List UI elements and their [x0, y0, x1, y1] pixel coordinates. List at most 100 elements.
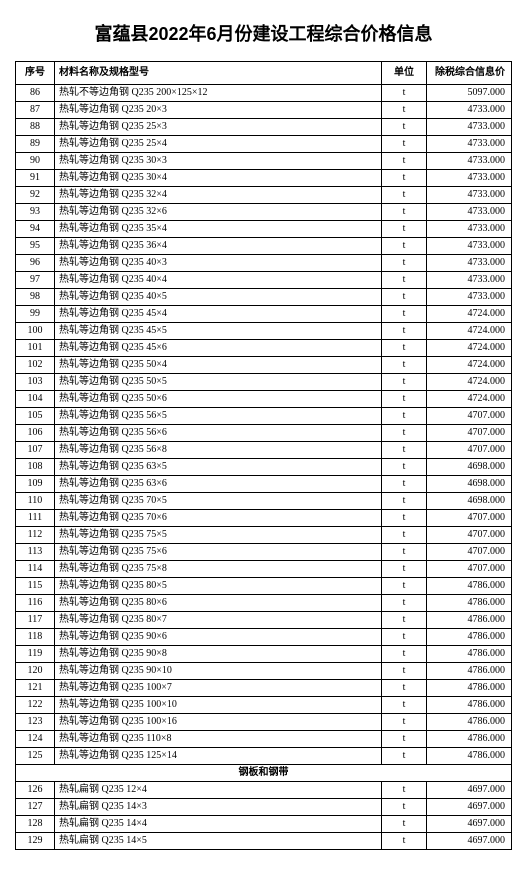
cell-price: 4724.000 [427, 306, 512, 323]
cell-seq: 93 [16, 204, 55, 221]
cell-name: 热轧扁钢 Q235 14×3 [55, 799, 382, 816]
table-row: 111热轧等边角钢 Q235 70×6t4707.000 [16, 510, 512, 527]
cell-seq: 113 [16, 544, 55, 561]
cell-unit: t [382, 646, 427, 663]
cell-price: 5097.000 [427, 85, 512, 102]
table-row: 93热轧等边角钢 Q235 32×6t4733.000 [16, 204, 512, 221]
cell-name: 热轧等边角钢 Q235 40×4 [55, 272, 382, 289]
cell-name: 热轧等边角钢 Q235 90×10 [55, 663, 382, 680]
cell-seq: 105 [16, 408, 55, 425]
table-row: 108热轧等边角钢 Q235 63×5t4698.000 [16, 459, 512, 476]
cell-unit: t [382, 289, 427, 306]
cell-seq: 87 [16, 102, 55, 119]
cell-unit: t [382, 595, 427, 612]
cell-price: 4733.000 [427, 255, 512, 272]
cell-seq: 119 [16, 646, 55, 663]
table-row: 126热轧扁钢 Q235 12×4t4697.000 [16, 782, 512, 799]
cell-name: 热轧等边角钢 Q235 63×5 [55, 459, 382, 476]
cell-seq: 127 [16, 799, 55, 816]
cell-unit: t [382, 612, 427, 629]
cell-seq: 120 [16, 663, 55, 680]
cell-price: 4698.000 [427, 476, 512, 493]
cell-unit: t [382, 255, 427, 272]
cell-name: 热轧扁钢 Q235 14×5 [55, 833, 382, 850]
table-row: 100热轧等边角钢 Q235 45×5t4724.000 [16, 323, 512, 340]
cell-name: 热轧等边角钢 Q235 70×5 [55, 493, 382, 510]
cell-name: 热轧不等边角钢 Q235 200×125×12 [55, 85, 382, 102]
cell-name: 热轧等边角钢 Q235 40×3 [55, 255, 382, 272]
cell-seq: 128 [16, 816, 55, 833]
cell-name: 热轧等边角钢 Q235 100×16 [55, 714, 382, 731]
cell-price: 4724.000 [427, 357, 512, 374]
cell-unit: t [382, 680, 427, 697]
table-row: 116热轧等边角钢 Q235 80×6t4786.000 [16, 595, 512, 612]
cell-price: 4786.000 [427, 731, 512, 748]
cell-unit: t [382, 782, 427, 799]
table-row: 105热轧等边角钢 Q235 56×5t4707.000 [16, 408, 512, 425]
cell-seq: 92 [16, 187, 55, 204]
cell-name: 热轧等边角钢 Q235 75×8 [55, 561, 382, 578]
cell-price: 4698.000 [427, 459, 512, 476]
cell-unit: t [382, 714, 427, 731]
table-row: 103热轧等边角钢 Q235 50×5t4724.000 [16, 374, 512, 391]
table-row: 98热轧等边角钢 Q235 40×5t4733.000 [16, 289, 512, 306]
cell-name: 热轧等边角钢 Q235 25×4 [55, 136, 382, 153]
cell-seq: 109 [16, 476, 55, 493]
section-row: 钢板和钢带 [16, 765, 512, 782]
cell-unit: t [382, 629, 427, 646]
cell-price: 4707.000 [427, 527, 512, 544]
table-row: 113热轧等边角钢 Q235 75×6t4707.000 [16, 544, 512, 561]
cell-unit: t [382, 697, 427, 714]
cell-name: 热轧等边角钢 Q235 20×3 [55, 102, 382, 119]
table-row: 128热轧扁钢 Q235 14×4t4697.000 [16, 816, 512, 833]
table-row: 95热轧等边角钢 Q235 36×4t4733.000 [16, 238, 512, 255]
cell-seq: 112 [16, 527, 55, 544]
cell-price: 4786.000 [427, 663, 512, 680]
cell-price: 4724.000 [427, 391, 512, 408]
cell-seq: 124 [16, 731, 55, 748]
cell-seq: 106 [16, 425, 55, 442]
table-row: 88热轧等边角钢 Q235 25×3t4733.000 [16, 119, 512, 136]
cell-name: 热轧等边角钢 Q235 100×7 [55, 680, 382, 697]
cell-price: 4707.000 [427, 425, 512, 442]
cell-price: 4786.000 [427, 714, 512, 731]
cell-name: 热轧等边角钢 Q235 80×6 [55, 595, 382, 612]
cell-unit: t [382, 731, 427, 748]
cell-name: 热轧扁钢 Q235 14×4 [55, 816, 382, 833]
cell-price: 4724.000 [427, 374, 512, 391]
cell-seq: 98 [16, 289, 55, 306]
cell-name: 热轧等边角钢 Q235 125×14 [55, 748, 382, 765]
cell-price: 4697.000 [427, 816, 512, 833]
cell-seq: 123 [16, 714, 55, 731]
table-row: 104热轧等边角钢 Q235 50×6t4724.000 [16, 391, 512, 408]
cell-unit: t [382, 391, 427, 408]
table-row: 129热轧扁钢 Q235 14×5t4697.000 [16, 833, 512, 850]
cell-seq: 96 [16, 255, 55, 272]
cell-seq: 99 [16, 306, 55, 323]
cell-price: 4786.000 [427, 646, 512, 663]
header-unit: 单位 [382, 62, 427, 85]
cell-name: 热轧等边角钢 Q235 90×6 [55, 629, 382, 646]
cell-seq: 122 [16, 697, 55, 714]
cell-seq: 126 [16, 782, 55, 799]
table-row: 96热轧等边角钢 Q235 40×3t4733.000 [16, 255, 512, 272]
cell-unit: t [382, 323, 427, 340]
cell-name: 热轧等边角钢 Q235 110×8 [55, 731, 382, 748]
cell-price: 4733.000 [427, 102, 512, 119]
cell-price: 4786.000 [427, 680, 512, 697]
cell-name: 热轧等边角钢 Q235 50×4 [55, 357, 382, 374]
cell-unit: t [382, 153, 427, 170]
cell-price: 4786.000 [427, 578, 512, 595]
table-row: 117热轧等边角钢 Q235 80×7t4786.000 [16, 612, 512, 629]
cell-seq: 110 [16, 493, 55, 510]
cell-unit: t [382, 816, 427, 833]
cell-seq: 89 [16, 136, 55, 153]
cell-seq: 104 [16, 391, 55, 408]
header-row: 序号 材料名称及规格型号 单位 除税综合信息价 [16, 62, 512, 85]
table-row: 119热轧等边角钢 Q235 90×8t4786.000 [16, 646, 512, 663]
cell-price: 4786.000 [427, 697, 512, 714]
table-row: 121热轧等边角钢 Q235 100×7t4786.000 [16, 680, 512, 697]
cell-seq: 115 [16, 578, 55, 595]
cell-price: 4707.000 [427, 442, 512, 459]
cell-unit: t [382, 136, 427, 153]
